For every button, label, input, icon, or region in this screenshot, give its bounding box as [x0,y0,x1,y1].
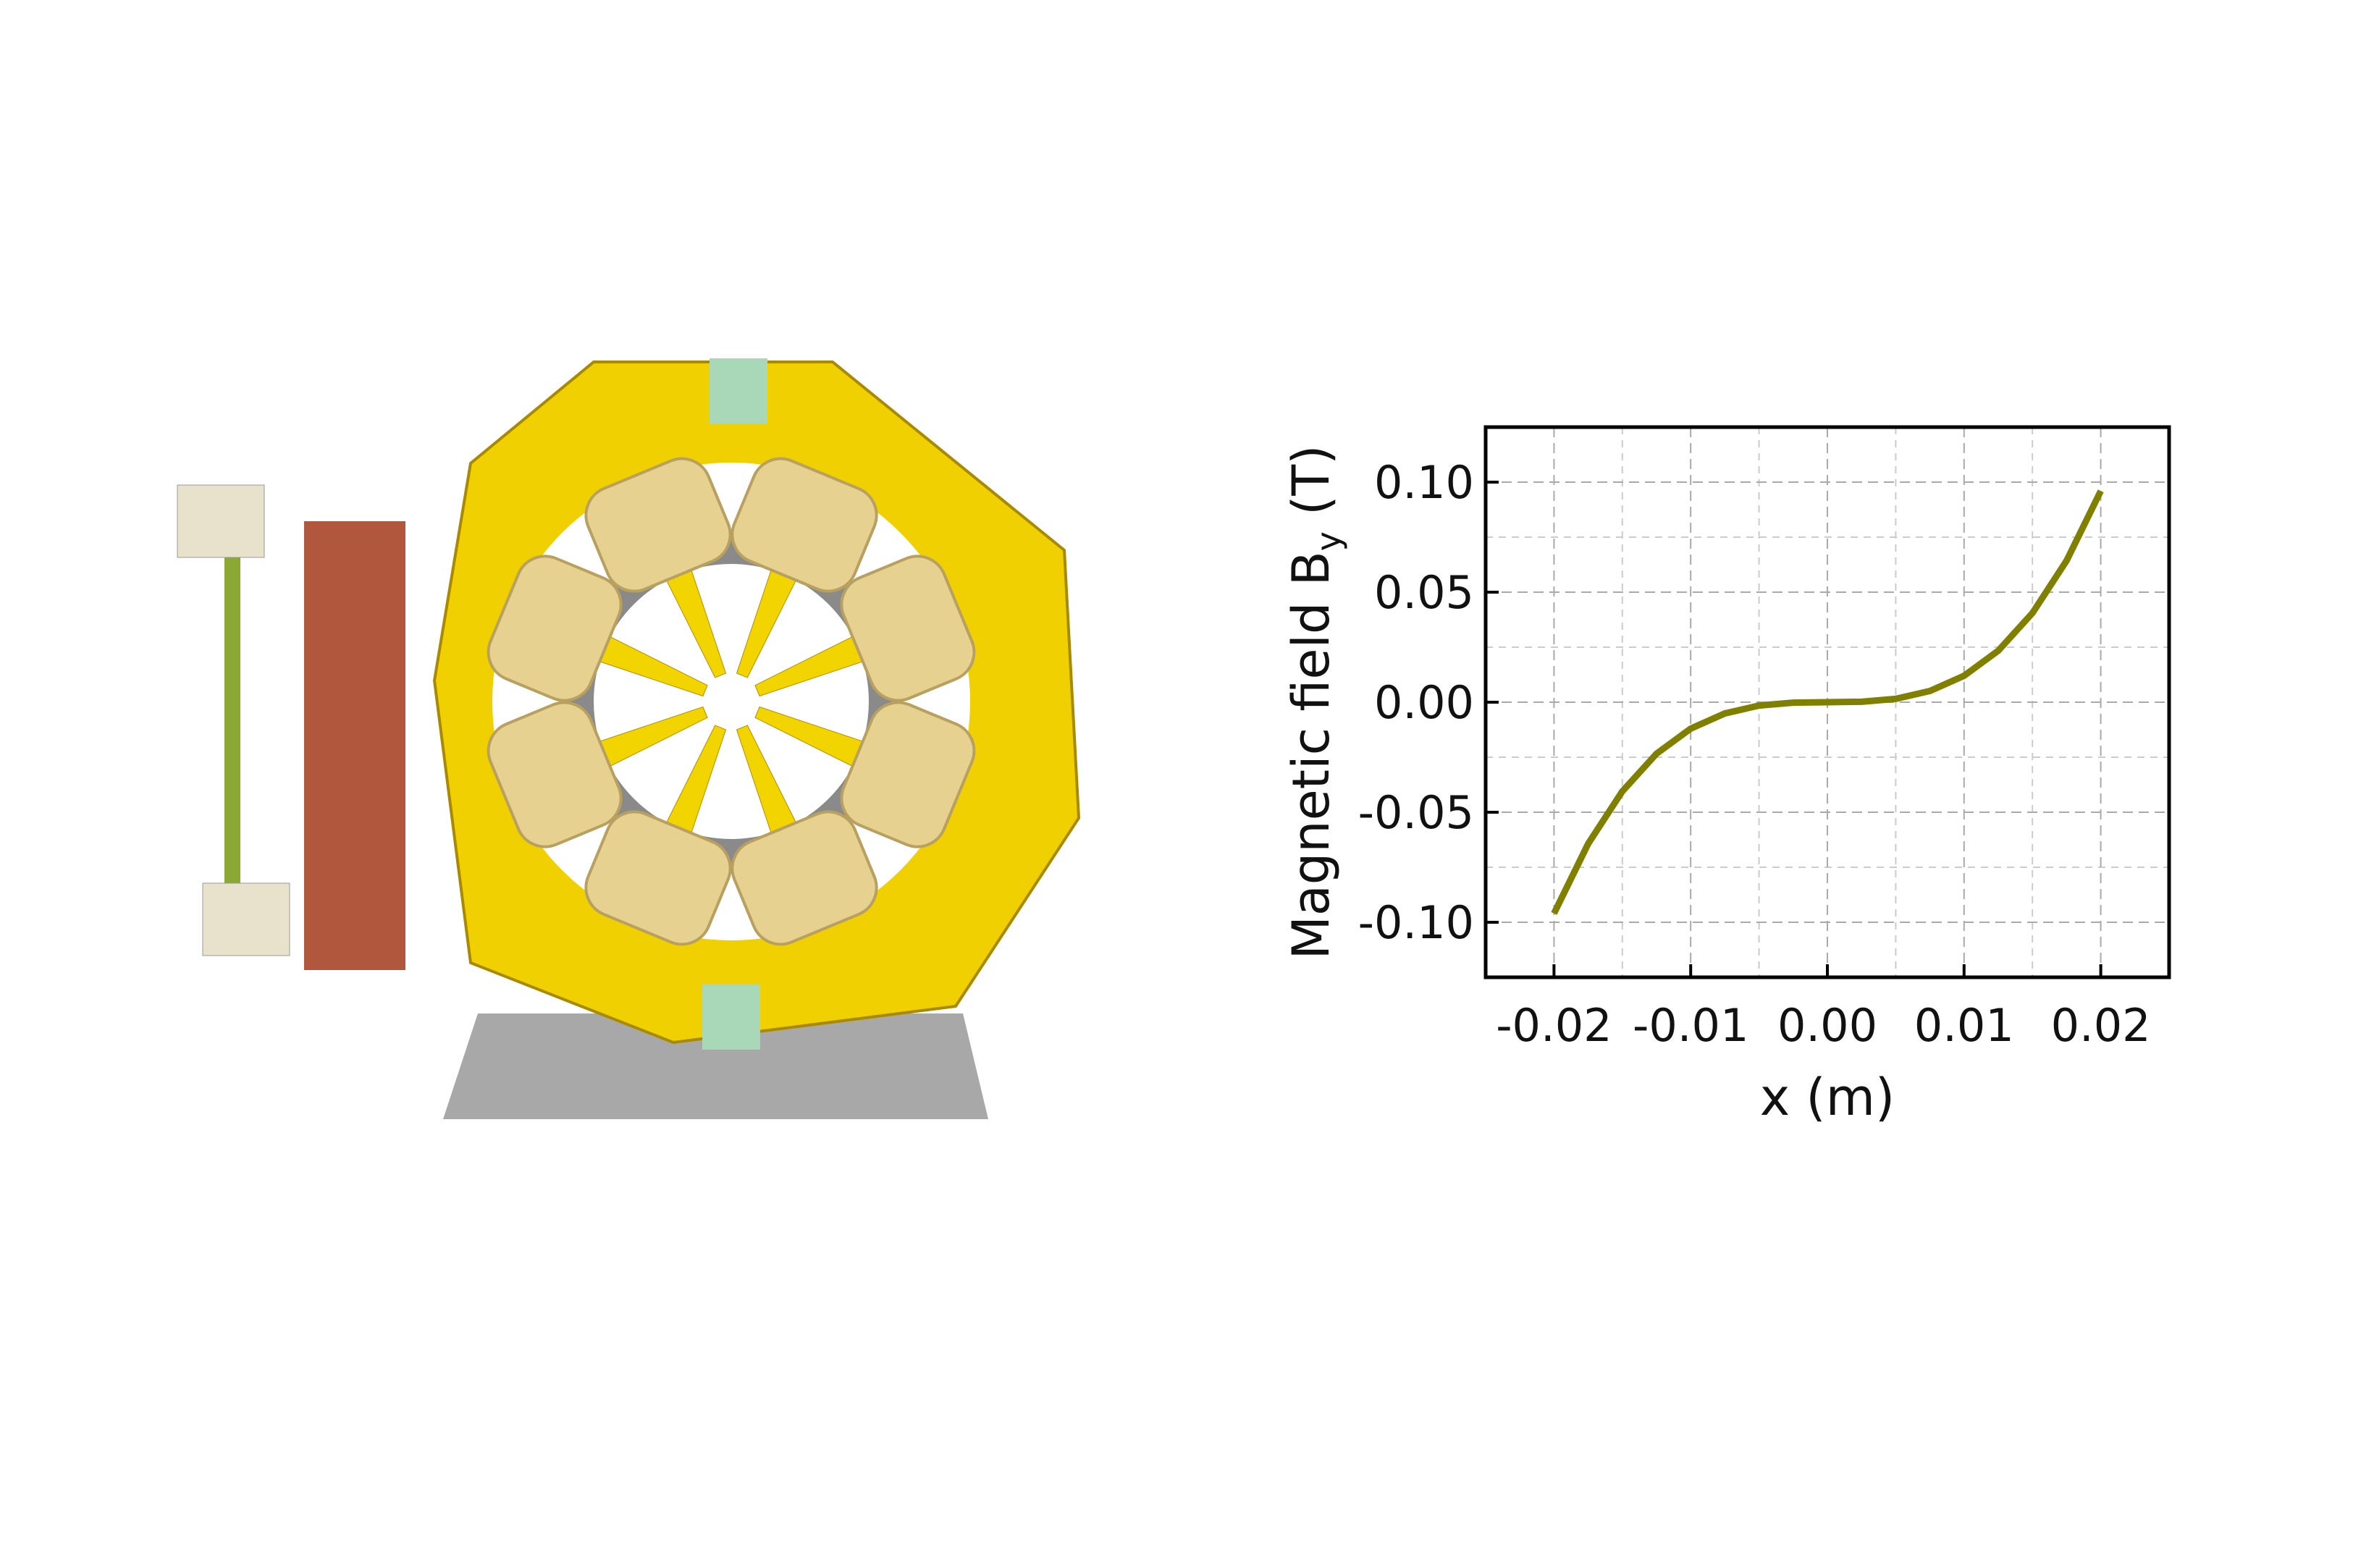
x-tick-label: 0.02 [2051,999,2151,1052]
coil [487,555,623,702]
data-line [1551,489,2104,915]
coil [731,810,878,946]
poles [487,457,976,946]
coil [840,555,976,702]
y-tick-label: -0.10 [1358,896,1474,949]
y-tick-label: 0.00 [1374,676,1474,729]
pole [584,725,732,946]
pole [731,725,878,946]
x-tick-label: -0.02 [1496,999,1612,1052]
y-axis-label-part: (T) [1281,445,1341,532]
x-tick-label: -0.01 [1633,999,1748,1052]
clamp [710,358,767,423]
x-tick-label: 0.00 [1777,999,1877,1052]
pole [754,701,976,848]
x-axis-label: x (m) [1760,1068,1895,1127]
pole [731,457,878,678]
coil [840,701,976,848]
pole [487,555,708,702]
coil [584,457,732,593]
chart: -0.02 -0.01 0.00 0.01 0.02 -0.10 -0.05 0.00 0.05… [1281,425,2171,1127]
support-ring [565,535,898,868]
pole [487,701,708,848]
coil [487,701,623,848]
y-tick-label: -0.05 [1358,786,1474,839]
pole [584,457,732,678]
coil [584,810,732,946]
x-tick-label: 0.01 [1914,999,2014,1052]
pole [754,555,976,702]
y-axis-label-part: Magnetic field B [1281,551,1341,959]
plot-frame [1483,425,2171,979]
connector [177,484,265,558]
y-tick-label: 0.05 [1374,566,1474,619]
y-axis-label-part: y [1309,531,1348,551]
y-tick-label: 0.10 [1374,456,1474,509]
base [443,1013,988,1119]
connector [202,882,290,956]
cable [224,550,240,883]
magnet-photo [177,358,1081,1119]
coil [731,457,878,593]
y-axis-label: Magnetic field By (T) [1281,445,1348,960]
clamp [702,985,760,1050]
busbar [304,521,405,970]
